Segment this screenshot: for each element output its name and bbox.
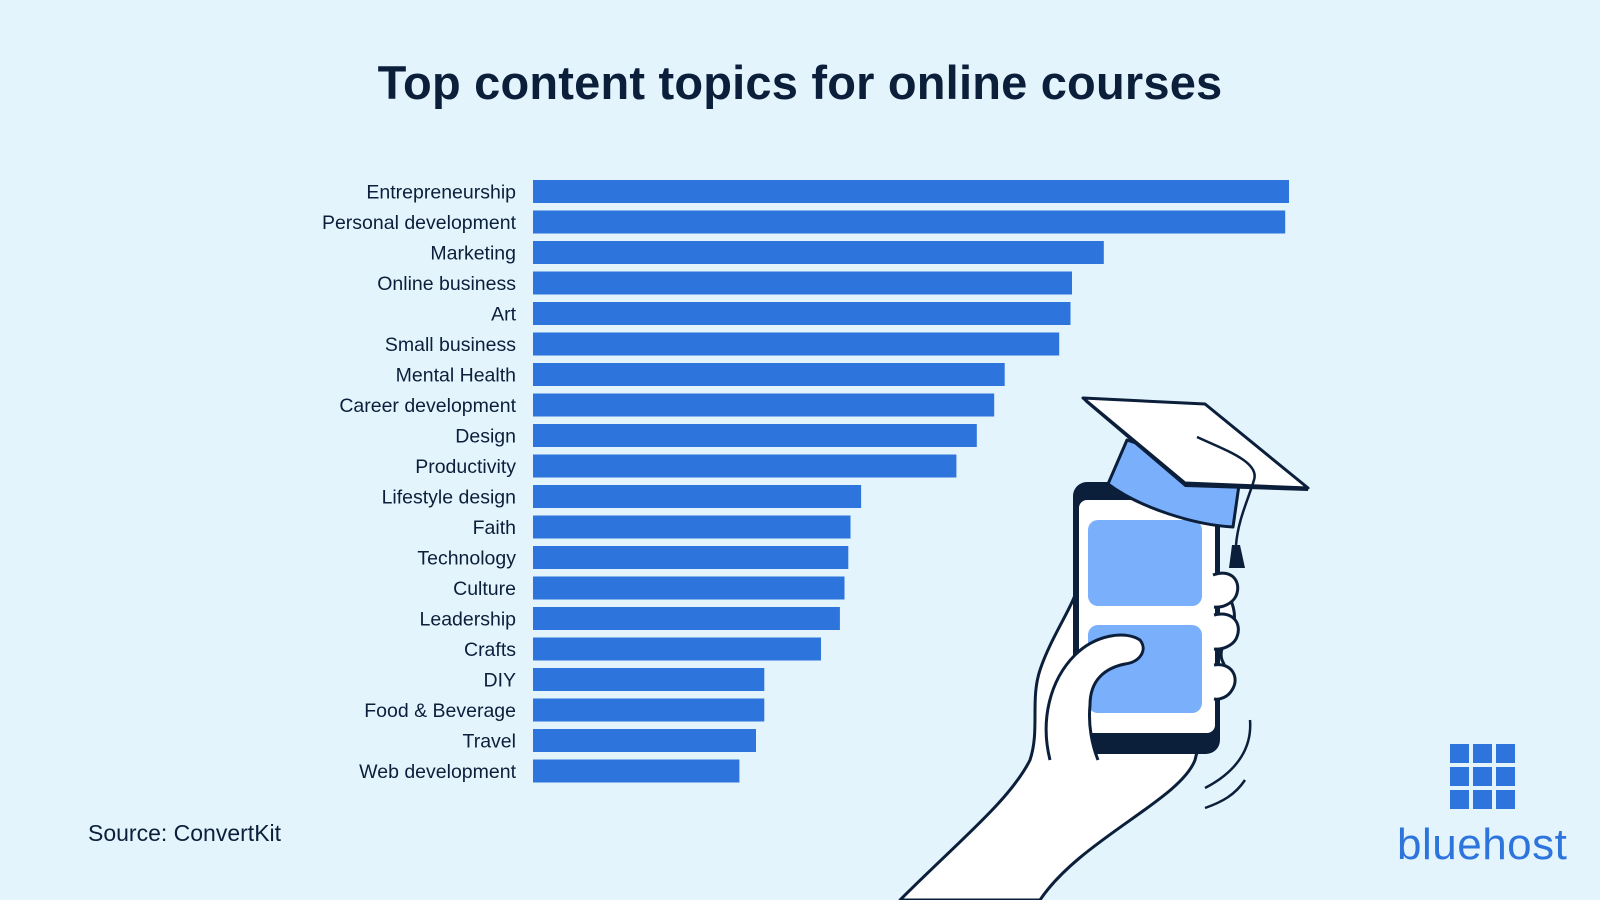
category-label: Entrepreneurship — [366, 182, 516, 204]
bar-faith — [533, 515, 851, 539]
category-label: Small business — [385, 334, 516, 356]
category-label: Leadership — [420, 609, 517, 631]
category-label: Technology — [417, 548, 516, 570]
chart-title: Top content topics for online courses — [377, 56, 1223, 109]
category-label: Mental Health — [396, 365, 516, 387]
category-label: Web development — [359, 761, 516, 783]
category-label: Art — [491, 304, 517, 326]
bar-technology — [533, 546, 849, 569]
category-label: Online business — [377, 273, 516, 295]
bar-culture — [533, 576, 845, 600]
category-label: Design — [455, 426, 516, 448]
category-labels-group: Entrepreneurship Personal development Mark… — [322, 182, 517, 784]
bar-art — [533, 302, 1071, 325]
category-label: Personal development — [322, 212, 517, 234]
bar-web-development — [533, 759, 740, 783]
bar-mental-health — [533, 363, 1005, 386]
bar-online-business — [533, 271, 1072, 295]
bar-career-development — [533, 393, 995, 417]
category-label: Faith — [473, 517, 516, 539]
category-label: Marketing — [430, 243, 516, 265]
bar-lifestyle-design — [533, 485, 862, 508]
bar-food-beverage — [533, 698, 765, 722]
bar-small-business — [533, 332, 1060, 356]
bars-group — [533, 180, 1289, 783]
hand-holding-phone-with-graduation-cap-icon — [898, 396, 1310, 900]
category-label: Crafts — [464, 639, 516, 661]
bar-personal-development — [533, 210, 1286, 234]
bar-entrepreneurship — [533, 180, 1289, 203]
brand-logo-text: bluehost — [1397, 820, 1568, 869]
bar-diy — [533, 668, 765, 691]
bar-marketing — [533, 241, 1104, 264]
category-label: DIY — [483, 670, 516, 692]
bar-design — [533, 424, 977, 447]
category-label: Food & Beverage — [364, 700, 516, 722]
bar-productivity — [533, 454, 957, 478]
bar-crafts — [533, 637, 821, 661]
bar-leadership — [533, 607, 840, 630]
category-label: Productivity — [415, 456, 516, 478]
bar-travel — [533, 729, 756, 752]
category-label: Travel — [463, 731, 516, 753]
category-label: Career development — [339, 395, 516, 417]
source-note: Source: ConvertKit — [88, 820, 282, 846]
grid-logo-icon — [1450, 744, 1515, 809]
category-label: Lifestyle design — [382, 487, 516, 509]
category-label: Culture — [453, 578, 516, 600]
